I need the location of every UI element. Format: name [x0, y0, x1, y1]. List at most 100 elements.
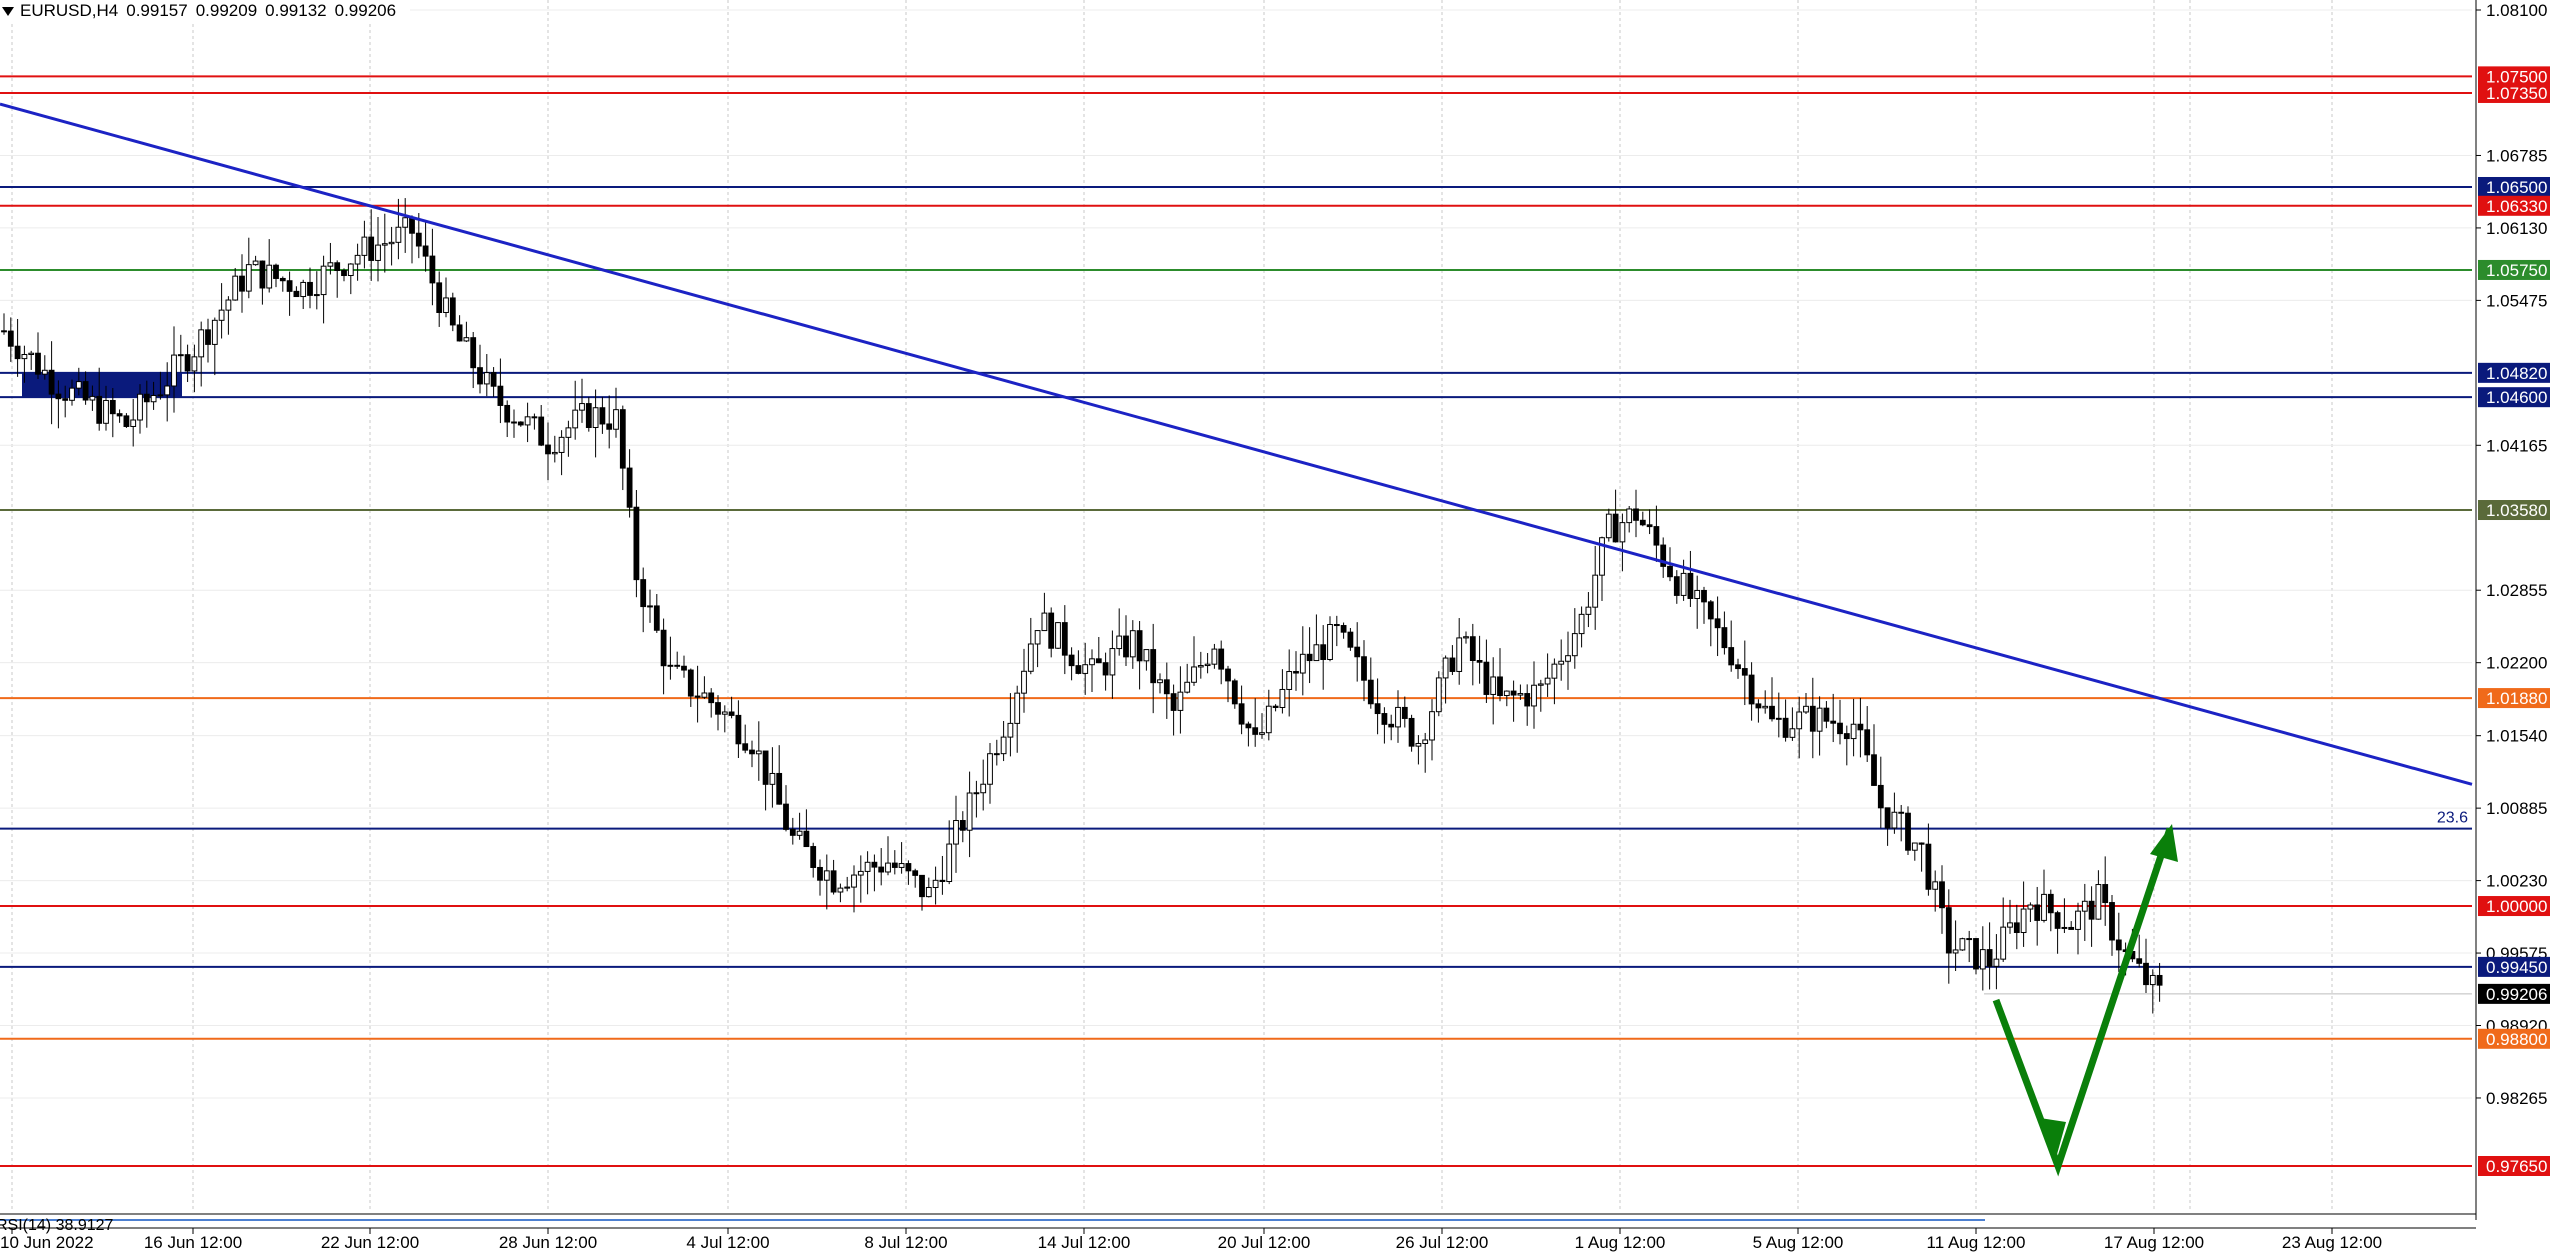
candle-body: [1347, 631, 1354, 648]
candle-body: [1000, 736, 1007, 755]
level-price-tag-bg: [2478, 1156, 2550, 1176]
candle-body: [245, 264, 252, 292]
forecast-arrow[interactable]: [1992, 824, 2178, 1177]
candle-body: [28, 352, 35, 356]
candle-body: [1905, 812, 1911, 851]
time-tick-label: 4 Jul 12:00: [686, 1233, 769, 1252]
candle-body: [1401, 706, 1408, 719]
candle-body: [1354, 646, 1361, 658]
candle-body: [35, 352, 41, 375]
candle-body: [313, 294, 320, 297]
candle-body: [973, 792, 980, 795]
candle-body: [1123, 635, 1129, 658]
candle-body: [1544, 677, 1551, 685]
candle-body: [524, 416, 531, 426]
candle-body: [1966, 938, 1973, 941]
candle-body: [1245, 723, 1252, 729]
zone-box: [22, 372, 182, 398]
candle-body: [545, 444, 551, 455]
grid-lines: [0, 0, 2472, 1212]
candle-body: [871, 861, 878, 868]
candle-body: [1469, 636, 1476, 661]
candle-body: [2149, 974, 2156, 986]
candle-body: [388, 241, 395, 245]
candle-body: [1170, 693, 1177, 711]
candle-body: [980, 783, 987, 794]
candle-body: [905, 863, 912, 872]
candle-body: [1197, 665, 1204, 668]
fib-label: 23.6: [2437, 810, 2468, 827]
candle-body: [1796, 711, 1803, 730]
candle-body: [1898, 811, 1905, 814]
candle-body: [653, 605, 660, 631]
candle-body: [443, 297, 449, 313]
candle-body: [1646, 524, 1653, 528]
candle-body: [436, 282, 443, 313]
candle-body: [1673, 576, 1680, 596]
candle-body: [1204, 663, 1211, 667]
chevron-down-icon[interactable]: [2, 6, 14, 16]
candle-body: [2027, 904, 2034, 910]
candle-body: [1830, 720, 1837, 724]
candle-body: [1381, 713, 1388, 725]
candle-body: [1850, 723, 1857, 740]
candle-body: [2081, 900, 2088, 912]
level-price-tag: 1.06330: [2486, 197, 2547, 216]
close-value: 0.99206: [334, 1, 397, 20]
candle-body: [1843, 733, 1850, 740]
candle-body: [1809, 705, 1816, 732]
candle-body: [823, 870, 830, 881]
candle-body: [2061, 926, 2068, 929]
candle-body: [592, 407, 599, 429]
candle-body: [1837, 722, 1843, 735]
candle-body: [1422, 739, 1429, 744]
candle-body: [1571, 633, 1578, 657]
candle-body: [1456, 637, 1463, 672]
candle-body: [987, 753, 993, 785]
candle-body: [1558, 660, 1565, 665]
price-axis[interactable]: 1.08100 1.06785 1.06130 1.05475 1.04165 1.028…: [2475, 0, 2560, 1254]
time-tick-label: 11 Aug 12:00: [1927, 1233, 2026, 1252]
candle-body: [89, 395, 96, 401]
candle-body: [1272, 705, 1279, 708]
price-tick-label: 1.06785: [2486, 146, 2547, 165]
time-tick-label: 17 Aug 12:00: [2104, 1233, 2204, 1252]
low-value: 0.99132: [265, 1, 327, 20]
candle-body: [266, 264, 273, 289]
candle-body: [1714, 618, 1721, 629]
candle-body: [103, 399, 109, 424]
arrow-head-down: [2040, 1118, 2066, 1158]
candle-body: [1993, 958, 2000, 967]
candle-body: [1191, 666, 1197, 683]
candle-body: [69, 387, 75, 401]
candle-body: [1680, 572, 1687, 596]
level-price-tag-bg: [2478, 195, 2550, 216]
trendline[interactable]: [0, 102, 2473, 786]
candle-body: [2020, 908, 2027, 934]
candle-body: [885, 862, 891, 873]
current-price-tag-bg: [2478, 983, 2550, 1004]
candle-body: [1408, 717, 1415, 747]
candle-body: [2115, 939, 2122, 951]
candle-body: [1327, 623, 1333, 660]
candle-body: [422, 245, 429, 257]
candle-body: [1653, 526, 1660, 546]
candle-body: [796, 830, 803, 836]
candle-body: [1605, 513, 1612, 539]
candle-body: [517, 421, 524, 426]
time-axis[interactable]: 10 Jun 2022 16 Jun 12:00 22 Jun 12:00 28 Ju…: [0, 1227, 2476, 1254]
candle-body: [1979, 949, 1986, 970]
candle-body: [912, 870, 919, 876]
candle-body: [470, 337, 477, 369]
price-tick-label: 1.04165: [2486, 436, 2547, 455]
candle-body: [123, 415, 130, 427]
candle-body: [844, 886, 851, 889]
candle-body: [2156, 974, 2163, 986]
candle-body: [1939, 881, 1945, 909]
candle-body: [1932, 881, 1939, 890]
high-value: 0.99209: [195, 1, 258, 20]
candle-body: [551, 451, 558, 455]
level-price-tag-bg: [2478, 387, 2550, 408]
level-price-tag-bg: [2478, 956, 2550, 977]
